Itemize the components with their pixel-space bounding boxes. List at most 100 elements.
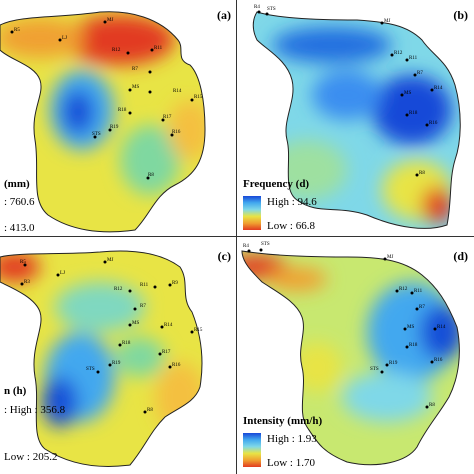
station-label: R11 xyxy=(409,56,418,61)
station-marker xyxy=(148,90,152,94)
station-group-c: R5 LJ R3 MJ R12 R11 R9 R7 MS R14 R15 R18… xyxy=(20,258,203,414)
station-marker xyxy=(96,370,100,374)
station-marker xyxy=(395,289,399,293)
station-label: STS xyxy=(267,7,276,12)
legend-title-b: Frequency (d) xyxy=(243,178,310,190)
station-label: R5 xyxy=(20,260,26,265)
map-c-surface xyxy=(0,250,203,467)
station-label: MJ xyxy=(107,258,113,263)
station-marker xyxy=(158,352,162,356)
station-marker xyxy=(190,98,194,102)
station-label: R8 xyxy=(148,173,154,178)
station-marker xyxy=(405,113,409,117)
station-marker xyxy=(148,70,152,74)
station-marker xyxy=(20,282,24,286)
station-marker xyxy=(405,345,409,349)
station-label: R19 xyxy=(112,361,121,366)
station-marker xyxy=(413,73,417,77)
station-marker xyxy=(10,30,14,34)
station-label: R11 xyxy=(414,289,423,294)
station-marker xyxy=(170,133,174,137)
color-region xyxy=(0,252,40,282)
station-marker xyxy=(108,363,112,367)
station-label: LJ xyxy=(62,36,67,41)
legend-high-d: High : 1.93 xyxy=(267,433,317,445)
panel-label-c: (c) xyxy=(217,249,231,263)
station-label: R18 xyxy=(409,343,418,348)
map-d-svg: R4 STS MJ R12 R11 R7 MS R14 R18 R19 STS … xyxy=(241,242,460,466)
station-label: R7 xyxy=(417,71,423,76)
station-label: STS xyxy=(92,132,101,137)
station-marker xyxy=(128,289,132,293)
station-marker xyxy=(103,20,107,24)
legend-high-c: : High : 356.8 xyxy=(4,404,66,416)
legend-ramp-d xyxy=(243,433,261,467)
station-label: R14 xyxy=(164,323,173,328)
station-label: R16 xyxy=(172,363,181,368)
legend-title-d: Intensity (mm/h) xyxy=(243,415,323,427)
station-label: STS xyxy=(86,367,95,372)
station-marker xyxy=(380,370,384,374)
station-label: R14 xyxy=(434,86,443,91)
station-label: R18 xyxy=(409,111,418,116)
station-marker xyxy=(403,327,407,331)
map-panel-b: R4 STS MJ R12 R11 R7 MS R14 R18 R16 R8 (… xyxy=(237,0,472,235)
color-region xyxy=(292,342,342,392)
station-group-d: R4 STS MJ R12 R11 R7 MS R14 R18 R19 STS … xyxy=(243,242,446,409)
color-region xyxy=(267,267,327,291)
color-region xyxy=(272,27,392,63)
station-marker xyxy=(257,10,261,14)
station-marker xyxy=(259,248,263,252)
station-label: LJ xyxy=(60,271,65,276)
station-label: R7 xyxy=(132,67,138,72)
vertical-divider xyxy=(236,0,237,474)
station-marker xyxy=(383,257,387,261)
station-label: R15 xyxy=(194,95,203,100)
station-marker xyxy=(160,325,164,329)
station-marker xyxy=(23,263,27,267)
legend-low-d: Low : 1.70 xyxy=(267,457,315,469)
map-panel-a: R5 LJ MJ R12 R11 R7 MS R14 R15 R18 R19 S… xyxy=(0,0,235,235)
station-label: R11 xyxy=(140,283,149,288)
station-label: R9 xyxy=(172,281,178,286)
legend-high-a: : 760.6 xyxy=(4,196,35,208)
station-marker xyxy=(56,273,60,277)
station-group-b: R4 STS MJ R12 R11 R7 MS R14 R18 R16 R8 xyxy=(254,5,443,177)
station-marker xyxy=(430,360,434,364)
station-label: R19 xyxy=(389,361,398,366)
station-marker xyxy=(415,173,419,177)
station-label: MS xyxy=(132,321,139,326)
station-label: MJ xyxy=(107,18,113,23)
station-marker xyxy=(380,21,384,25)
station-marker xyxy=(433,327,437,331)
station-marker xyxy=(425,123,429,127)
station-label: R14 xyxy=(437,325,446,330)
station-marker xyxy=(128,111,132,115)
color-region xyxy=(55,282,145,332)
map-a-blobs xyxy=(0,15,205,195)
legend-low-c: Low : 205.2 xyxy=(4,451,58,463)
station-label: R8 xyxy=(429,403,435,408)
map-a-surface xyxy=(0,11,205,232)
color-region xyxy=(65,15,175,65)
station-marker xyxy=(108,128,112,132)
station-marker xyxy=(150,48,154,52)
station-label: STS xyxy=(370,367,379,372)
station-label: MJ xyxy=(387,255,393,260)
station-marker xyxy=(143,410,147,414)
station-label: R16 xyxy=(434,358,443,363)
color-region xyxy=(155,362,203,432)
station-marker xyxy=(425,405,429,409)
station-label: R18 xyxy=(122,341,131,346)
station-marker xyxy=(390,53,394,57)
color-region xyxy=(342,372,432,422)
station-marker xyxy=(93,135,97,139)
color-region xyxy=(168,100,205,160)
station-marker xyxy=(265,12,269,16)
station-label: MJ xyxy=(384,19,390,24)
station-marker xyxy=(133,307,137,311)
station-label: R8 xyxy=(419,171,425,176)
legend-title-c: n (h) xyxy=(4,385,27,397)
station-marker xyxy=(190,330,194,334)
station-label: STS xyxy=(261,242,270,247)
